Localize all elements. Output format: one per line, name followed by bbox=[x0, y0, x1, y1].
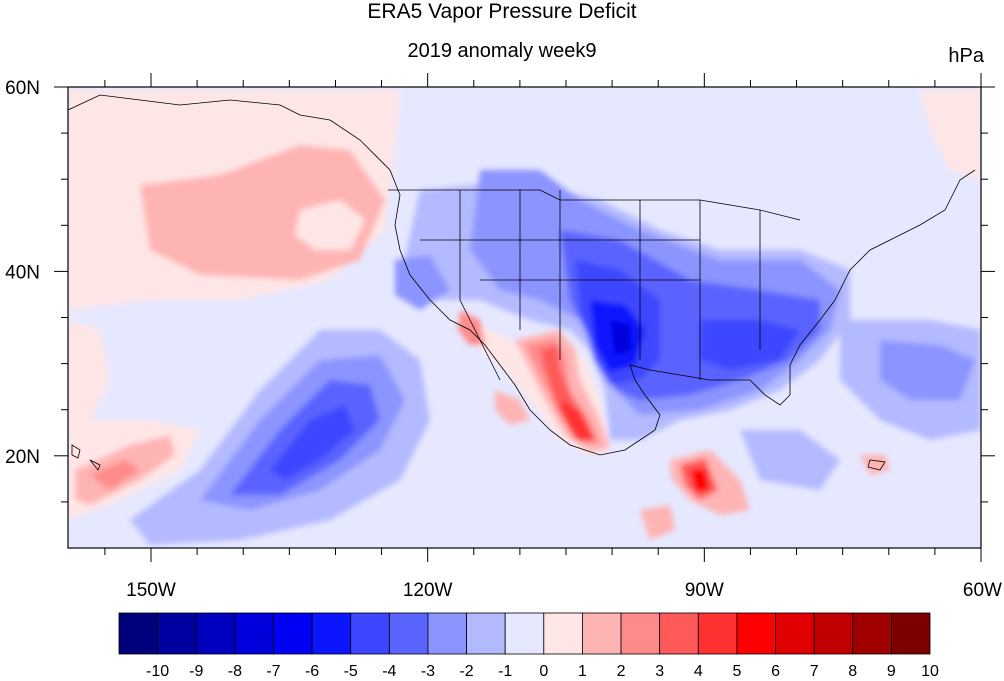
lat-tick-label: 40N bbox=[5, 262, 40, 283]
colorbar-swatch bbox=[736, 612, 776, 655]
colorbar-label: 1 bbox=[578, 663, 587, 680]
vpd-anomaly-field bbox=[68, 87, 981, 548]
lat-tick-label: 60N bbox=[5, 78, 40, 99]
colorbar-swatch bbox=[659, 612, 699, 655]
colorbar-swatch bbox=[620, 612, 661, 655]
colorbar-label: -3 bbox=[421, 663, 435, 680]
colorbar-label: 9 bbox=[887, 663, 896, 680]
map-subtitle: 2019 anomaly week9 bbox=[407, 40, 597, 62]
colorbar-label: 3 bbox=[655, 663, 664, 680]
colorbar: -10 -9 -8 -7 -6 -5 -4 -3 -2 -1 0 1 2 3 4 5 6 7 8 9 10 bbox=[118, 612, 939, 680]
colorbar-swatch bbox=[157, 612, 197, 655]
colorbar-label: 10 bbox=[921, 663, 939, 680]
map-title: ERA5 Vapor Pressure Deficit bbox=[367, 0, 637, 23]
colorbar-swatch bbox=[427, 612, 467, 655]
lat-tick-label: 20N bbox=[5, 447, 40, 468]
colorbar-swatch bbox=[852, 612, 892, 655]
lon-tick-label: 60W bbox=[963, 580, 1002, 601]
colorbar-label: 7 bbox=[810, 663, 819, 680]
colorbar-label: -6 bbox=[305, 663, 319, 680]
colorbar-label: -10 bbox=[146, 663, 169, 680]
lon-tick-label: 120W bbox=[403, 580, 453, 601]
colorbar-label: -7 bbox=[266, 663, 280, 680]
colorbar-swatch bbox=[890, 612, 931, 655]
colorbar-swatch bbox=[466, 612, 506, 655]
colorbar-label: -4 bbox=[382, 663, 396, 680]
colorbar-label: 0 bbox=[539, 663, 548, 680]
colorbar-label: -5 bbox=[344, 663, 358, 680]
latitude-axis: 60N 40N 20N bbox=[5, 78, 995, 503]
colorbar-label: 4 bbox=[694, 663, 703, 680]
lon-tick-label: 150W bbox=[126, 580, 176, 601]
colorbar-label: -8 bbox=[228, 663, 242, 680]
colorbar-label: -1 bbox=[498, 663, 512, 680]
colorbar-swatch bbox=[813, 612, 854, 655]
colorbar-swatch bbox=[195, 612, 236, 655]
colorbar-label: 6 bbox=[771, 663, 780, 680]
colorbar-swatch bbox=[234, 612, 274, 655]
lon-tick-label: 90W bbox=[685, 580, 724, 601]
colorbar-swatch bbox=[543, 612, 583, 655]
colorbar-swatch bbox=[504, 612, 545, 655]
units-label: hPa bbox=[948, 45, 984, 67]
colorbar-swatch bbox=[388, 612, 429, 655]
colorbar-label: -2 bbox=[459, 663, 473, 680]
coastlines bbox=[68, 94, 976, 471]
colorbar-label: -9 bbox=[189, 663, 203, 680]
longitude-axis: 150W 120W 90W 60W bbox=[104, 73, 1002, 601]
colorbar-swatch bbox=[311, 612, 352, 655]
colorbar-swatch bbox=[118, 612, 159, 655]
colorbar-swatch bbox=[273, 612, 313, 655]
colorbar-label: 8 bbox=[848, 663, 857, 680]
colorbar-label: 2 bbox=[617, 663, 626, 680]
colorbar-label: 5 bbox=[732, 663, 741, 680]
colorbar-swatch bbox=[775, 612, 815, 655]
colorbar-swatch bbox=[697, 612, 738, 655]
colorbar-swatch bbox=[350, 612, 390, 655]
colorbar-swatch bbox=[582, 612, 622, 655]
